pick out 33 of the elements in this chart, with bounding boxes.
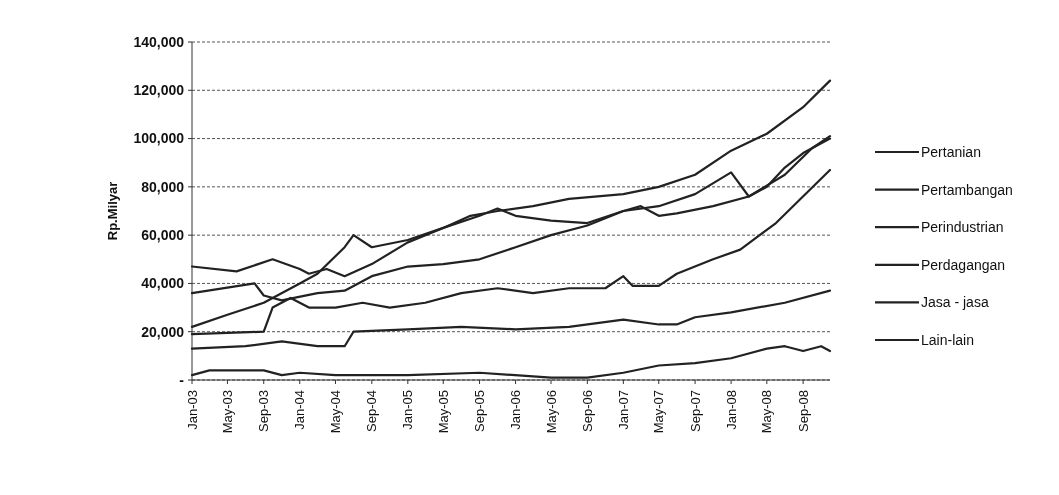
y-tick-label: 60,000 [141, 227, 185, 244]
legend-label: Lain-lain [921, 331, 974, 348]
x-tick-label: May-08 [759, 390, 775, 434]
y-tick-label: 20,000 [141, 323, 185, 340]
y-tick-label: 140,000 [133, 33, 185, 50]
x-tick-label: Sep-04 [364, 390, 380, 432]
x-tick-label: Jan-06 [508, 390, 524, 430]
x-tick-label: May-03 [219, 390, 235, 434]
y-axis-title: Rp.Milyar [105, 181, 120, 241]
x-tick-label: May-04 [328, 390, 344, 434]
y-tick-label: 80,000 [141, 178, 185, 195]
x-tick-label: May-05 [435, 390, 451, 434]
y-tick-label: - [179, 371, 185, 388]
y-tick-label: 120,000 [133, 82, 185, 99]
x-tick-label: Sep-08 [795, 390, 811, 432]
x-tick-label: Sep-03 [256, 390, 272, 432]
x-tick-label: Jan-05 [400, 390, 416, 430]
y-tick-label: 40,000 [141, 275, 185, 292]
y-tick-label: 100,000 [133, 130, 185, 147]
x-tick-label: Sep-07 [687, 390, 703, 432]
x-tick-label: Jan-08 [723, 390, 739, 430]
x-tick-label: Jan-07 [615, 390, 631, 430]
x-tick-label: Jan-03 [184, 390, 200, 430]
x-tick-label: May-06 [543, 390, 559, 434]
x-tick-label: Sep-05 [472, 390, 488, 432]
legend-label: Jasa - jasa [921, 294, 989, 311]
x-tick-label: Jan-04 [292, 390, 308, 430]
legend-label: Pertambangan [921, 181, 1013, 198]
x-tick-label: Sep-06 [579, 390, 595, 432]
legend-label: Perindustrian [921, 219, 1004, 236]
x-tick-label: May-07 [651, 390, 667, 434]
legend-label: Pertanian [921, 143, 981, 160]
legend-label: Perdagangan [921, 256, 1006, 273]
